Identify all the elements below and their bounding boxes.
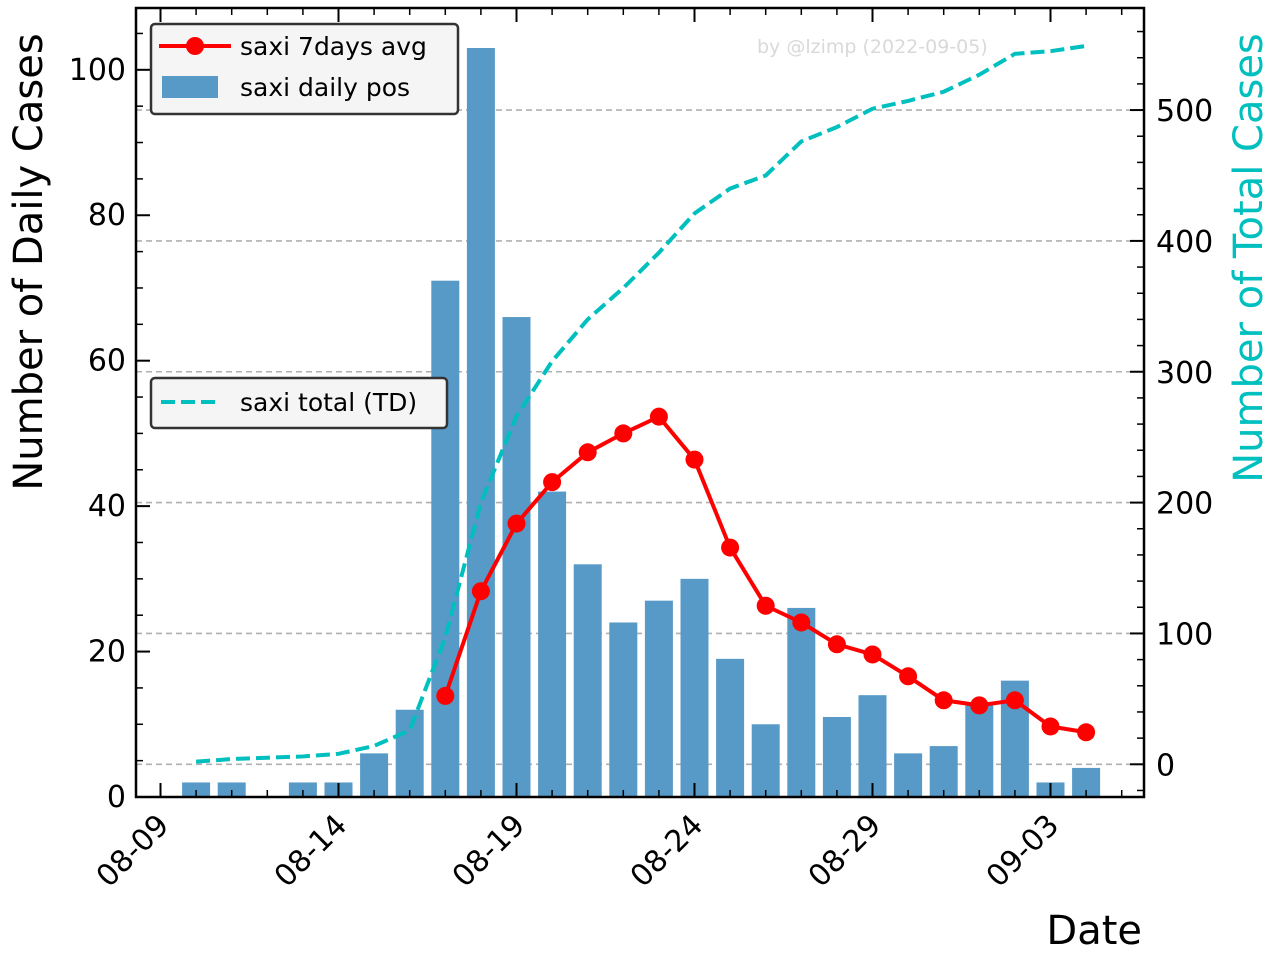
avg-marker: [685, 450, 704, 469]
bar: [538, 491, 567, 797]
y-tick-label-left: 100: [69, 53, 126, 88]
bar: [395, 709, 424, 797]
avg-marker: [721, 538, 740, 557]
legend-total-box: [149, 376, 449, 430]
y-tick-label-left: 0: [107, 780, 126, 815]
bar: [894, 753, 923, 797]
legend-main: saxi 7days avg saxi daily pos: [149, 22, 460, 116]
avg-marker: [471, 582, 490, 601]
y-tick-label-left: 40: [88, 489, 126, 524]
avg-marker: [507, 514, 526, 533]
bar: [716, 658, 745, 797]
ticks: 0 20 40 60 80 100 0 100 200 300 400 500 08-09 08-14 08…: [69, 8, 1213, 894]
bar: [644, 600, 673, 797]
bar: [217, 782, 246, 797]
avg-marker: [614, 424, 633, 443]
x-tick-label: 08-09: [90, 808, 176, 894]
y-tick-label-right: 500: [1156, 94, 1213, 129]
y-tick-label-right: 200: [1156, 487, 1213, 522]
avg-marker: [934, 691, 953, 710]
legend-total-label: saxi total (TD): [240, 388, 417, 417]
y-tick-label-left: 20: [88, 635, 126, 670]
x-tick-label: 08-19: [446, 808, 532, 894]
bar: [965, 702, 994, 797]
x-tick-label: 08-29: [802, 808, 888, 894]
y-tick-label-right: 100: [1156, 617, 1213, 652]
avg-marker: [827, 635, 846, 654]
legend-avg-marker: [186, 37, 204, 55]
bar: [929, 746, 958, 797]
avg-marker: [436, 686, 455, 705]
bar: [502, 317, 531, 797]
avg-marker: [863, 645, 882, 664]
bar: [680, 578, 709, 797]
axes: [134, 6, 1146, 799]
y-tick-label-right: 0: [1156, 748, 1175, 783]
bar: [751, 724, 780, 797]
legend-total: saxi total (TD): [149, 376, 449, 430]
x-tick-label: 09-03: [980, 808, 1066, 894]
bar: [466, 47, 495, 798]
avg-marker: [1005, 691, 1024, 710]
watermark: by @lzimp (2022-09-05): [757, 36, 988, 58]
avg-marker: [543, 473, 562, 492]
avg-marker: [970, 696, 989, 715]
avg-marker: [1041, 717, 1060, 736]
legend-avg-label: saxi 7days avg: [240, 32, 427, 61]
y-axis-label-left: Number of Daily Cases: [6, 33, 52, 490]
bar: [787, 607, 816, 797]
avg-marker: [578, 443, 597, 462]
bar: [431, 280, 460, 797]
y-tick-label-left: 80: [88, 198, 126, 233]
avg-marker: [792, 613, 811, 632]
avg-marker: [899, 667, 918, 686]
bar: [573, 564, 602, 797]
line-series: [195, 43, 1096, 764]
bar-series-daily-pos: [182, 47, 1101, 798]
bar: [609, 622, 638, 797]
bar: [822, 717, 851, 797]
x-tick-label: 08-24: [624, 808, 710, 894]
grid-lines: [136, 109, 1144, 766]
avg-marker: [1077, 723, 1096, 742]
plot-frame: [134, 6, 1146, 799]
y-tick-label-right: 300: [1156, 356, 1213, 391]
y-axis-label-right: Number of Total Cases: [1226, 33, 1272, 483]
legend-daily-label: saxi daily pos: [240, 73, 410, 102]
y-tick-label-left: 60: [88, 344, 126, 379]
bar: [360, 753, 389, 797]
total-cases-line: [195, 43, 1087, 764]
x-tick-label: 08-14: [268, 808, 354, 894]
x-axis-label: Date: [1046, 908, 1142, 954]
legend-daily-swatch: [162, 76, 218, 98]
y-tick-label-right: 400: [1156, 225, 1213, 260]
bar: [858, 695, 887, 797]
bar: [182, 782, 211, 797]
avg-marker: [756, 596, 775, 615]
bar: [288, 782, 317, 797]
avg-marker: [649, 407, 668, 426]
